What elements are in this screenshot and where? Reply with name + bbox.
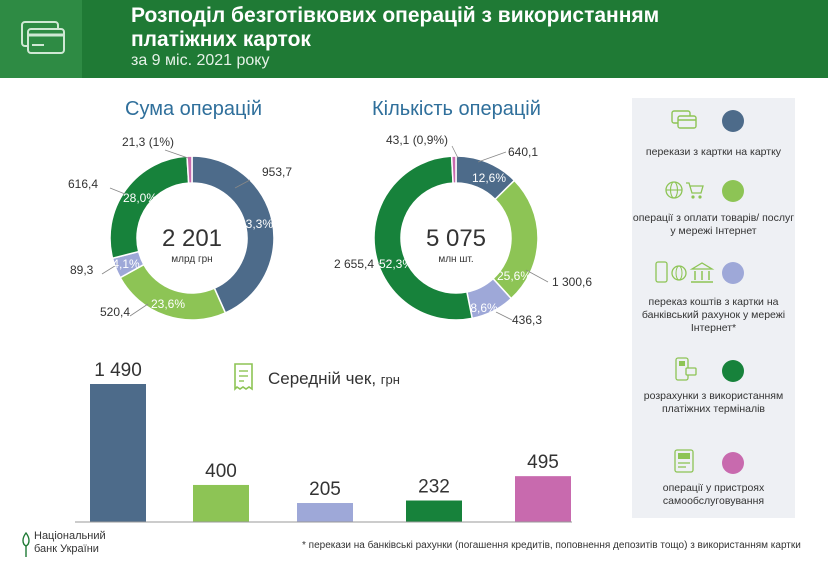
legend-panel: перекази з картки на картку операції з о… <box>632 98 795 518</box>
slice-percent-label: 43,3% <box>239 217 273 231</box>
card-transfer-icon <box>671 110 697 129</box>
brand-line1: Національний <box>34 530 106 542</box>
slice-value-label: 520,4 <box>100 305 130 319</box>
legend-dot-card-to-card <box>722 110 744 132</box>
leader-line <box>495 311 513 321</box>
slice-value-label: 2 655,4 <box>334 257 374 271</box>
legend-label-self-service: операції у пристроях самообслуговування <box>662 482 765 507</box>
bar-chart-unit: грн <box>380 372 400 387</box>
slice-value-label: 640,1 <box>508 145 538 159</box>
leader-line <box>377 259 393 265</box>
legend-dot-self-service <box>722 452 744 474</box>
pos-terminal-icon <box>675 357 697 381</box>
donut-center-value: 2 201 <box>162 225 222 252</box>
donut-center-value: 5 075 <box>426 225 486 252</box>
header-icon-box <box>0 0 82 78</box>
slice-value-label: 616,4 <box>68 177 98 191</box>
slice-percent-label: 25,6% <box>497 269 531 283</box>
leader-line <box>525 269 549 283</box>
count-donut: 640,112,6% 1 300,6 25,6% 436,3 8,6% 2 655,4 52… <box>334 133 592 327</box>
page-subtitle: за 9 міс. 2021 року <box>131 52 270 69</box>
donut-slice-card_to_card <box>191 155 275 314</box>
donut-slice-self_service <box>450 155 457 184</box>
slice-percent-label: 12,6% <box>472 171 506 185</box>
footnote: * перекази на банківські рахунки (погаше… <box>302 540 801 551</box>
phone-bank-icon <box>655 261 715 283</box>
cards-icon <box>21 21 65 54</box>
leader-line <box>129 303 149 317</box>
atm-icon <box>674 449 694 473</box>
page-title: Розподіл безготівкових операцій з викори… <box>131 4 660 51</box>
slice-percent-label: 28,0% <box>123 191 157 205</box>
legend-dot-card-to-account <box>722 262 744 284</box>
bar-internet_payments <box>193 484 249 522</box>
bar-self_service <box>515 476 571 522</box>
leader-line <box>477 151 507 163</box>
count-chart-title: Кількість операцій <box>372 98 541 120</box>
web-cart-icon <box>665 181 704 199</box>
donut-slice-terminals <box>373 155 474 321</box>
leader-line <box>451 145 459 159</box>
legend-label-card-to-card: перекази з картки на картку <box>645 146 782 158</box>
slice-value-label: 43,1 (0,9%) <box>386 133 448 147</box>
leader-line <box>101 263 119 275</box>
slice-value-label: 89,3 <box>70 263 94 277</box>
slice-value-label: 953,7 <box>262 165 292 179</box>
slice-value-label: 436,3 <box>512 313 542 327</box>
bar-card_to_card <box>90 384 146 522</box>
slice-value-label: 1 300,6 <box>552 275 592 289</box>
bar-value-label: 495 <box>527 452 559 473</box>
donut-center-unit: млрд грн <box>171 254 212 265</box>
legend-label-card-to-account: переказ коштів з картки на банківський р… <box>641 296 786 334</box>
legend-label-internet-payments: операції з оплати товарів/ послуг у мере… <box>632 212 795 237</box>
legend-dot-internet-payments <box>722 180 744 202</box>
slice-percent-label: 52,3% <box>379 257 413 271</box>
bar-value-label: 1 490 <box>94 360 142 381</box>
donut-slice-self_service <box>186 155 193 184</box>
sum-chart-title: Сума операцій <box>125 98 263 120</box>
slice-percent-label: 4,1% <box>112 257 140 271</box>
bar-card_to_account <box>297 503 353 522</box>
bar-terminals <box>406 500 462 522</box>
charts-area: 953,7 43,3% 520,4 23,6% 89,3 4,1% 616,4 28,0% 21… <box>68 133 592 523</box>
legend-label-terminals: розрахунки з використанням платіжних тер… <box>643 390 784 415</box>
header-bar: Розподіл безготівкових операцій з викори… <box>0 0 828 78</box>
brand-name: Національний банк України <box>34 530 106 556</box>
bar-value-label: 205 <box>309 479 341 500</box>
sum-donut: 953,7 43,3% 520,4 23,6% 89,3 4,1% 616,4 28,0% 21… <box>68 135 292 321</box>
slice-value-label: 21,3 (1%) <box>122 135 174 149</box>
bar-value-label: 400 <box>205 461 237 482</box>
bar-value-label: 232 <box>418 477 450 498</box>
leader-line <box>109 187 126 195</box>
slice-percent-label: 8,6% <box>470 301 498 315</box>
nbu-logo-icon <box>22 532 30 557</box>
bar-chart-title-text: Середній чек, <box>268 369 381 388</box>
slice-percent-label: 23,6% <box>151 297 185 311</box>
leader-line <box>164 149 189 159</box>
legend-dot-terminals <box>722 360 744 382</box>
receipt-icon <box>232 362 258 397</box>
leader-line <box>234 179 251 189</box>
average-check-bars: 1 490 400 205 232 495 <box>90 360 571 522</box>
bar-chart-title: Середній чек, грн <box>268 369 400 389</box>
donut-center-unit: млн шт. <box>438 254 473 265</box>
brand-line2: банк України <box>34 543 99 555</box>
